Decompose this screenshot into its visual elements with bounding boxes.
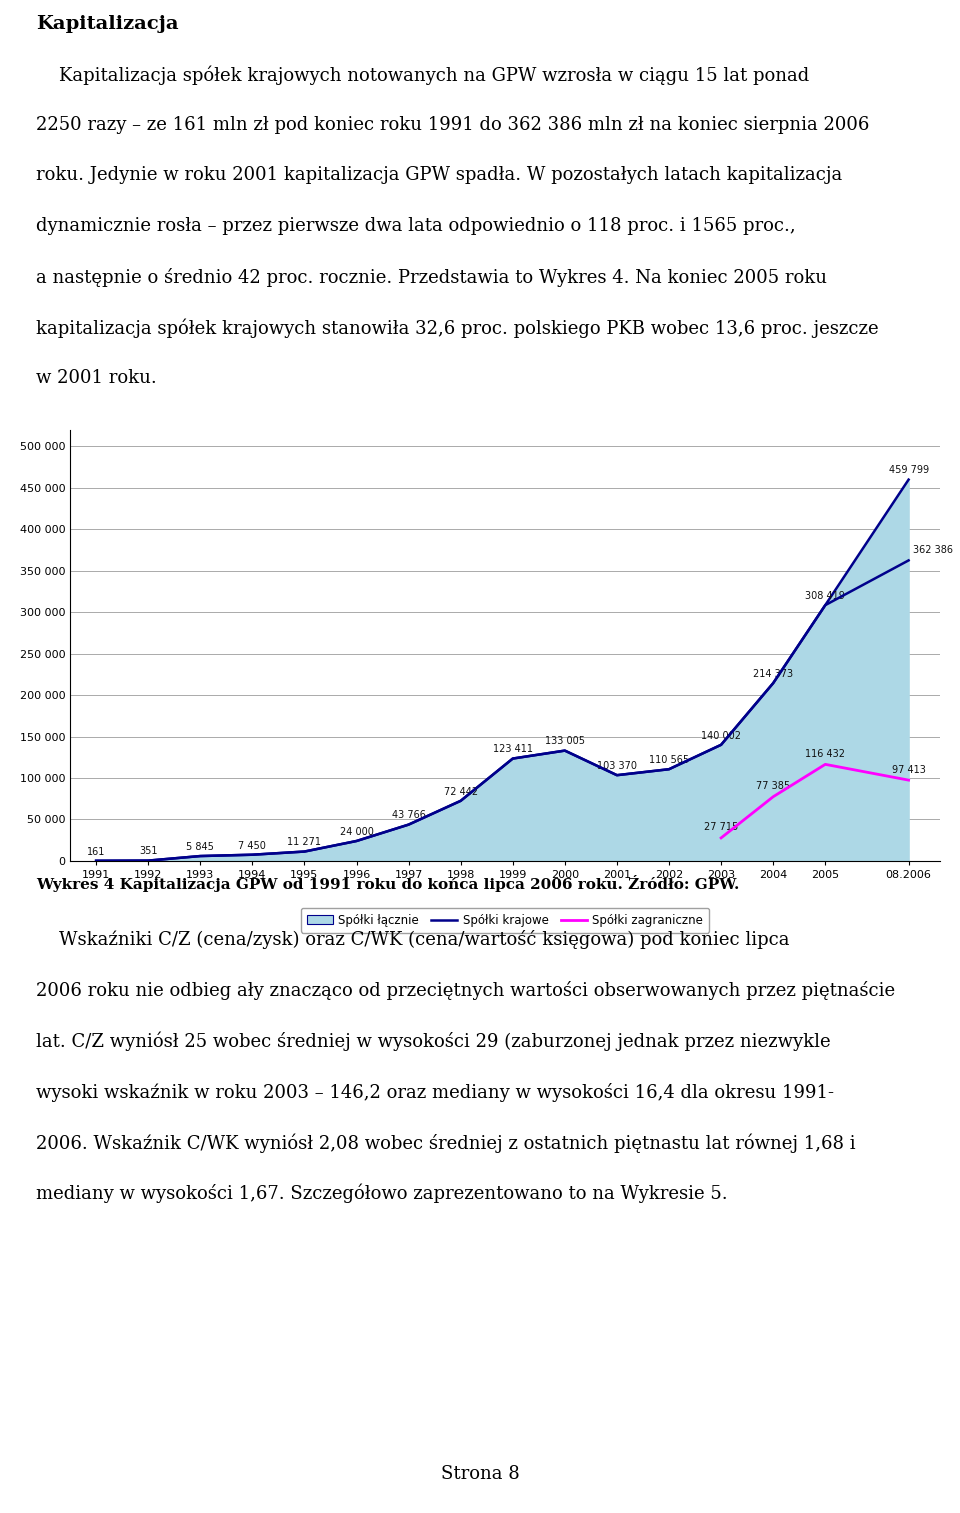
Text: 72 442: 72 442 — [444, 787, 478, 797]
Text: 214 373: 214 373 — [753, 669, 793, 679]
Text: 116 432: 116 432 — [805, 749, 845, 760]
Text: 97 413: 97 413 — [892, 764, 925, 775]
Text: 140 002: 140 002 — [701, 731, 741, 741]
Text: 308 419: 308 419 — [805, 592, 845, 601]
Text: 77 385: 77 385 — [756, 781, 790, 791]
Text: 5 845: 5 845 — [186, 841, 214, 852]
Text: 362 386: 362 386 — [913, 545, 952, 555]
Text: 43 766: 43 766 — [392, 811, 425, 820]
Text: Kapitalizacja spółek krajowych notowanych na GPW wzrosła w ciągu 15 lat ponad: Kapitalizacja spółek krajowych notowanyc… — [36, 65, 809, 85]
Text: 2006 roku nie odbieg ały znacząco od przeciętnych wartości obserwowanych przez p: 2006 roku nie odbieg ały znacząco od prz… — [36, 980, 896, 1000]
Text: 2250 razy – ze 161 mln zł pod koniec roku 1991 do 362 386 mln zł na koniec sierp: 2250 razy – ze 161 mln zł pod koniec rok… — [36, 117, 870, 133]
Text: wysoki wskaźnik w roku 2003 – 146,2 oraz mediany w wysokości 16,4 dla okresu 199: wysoki wskaźnik w roku 2003 – 146,2 oraz… — [36, 1083, 834, 1101]
Text: roku. Jedynie w roku 2001 kapitalizacja GPW spadła. W pozostałych latach kapital: roku. Jedynie w roku 2001 kapitalizacja … — [36, 166, 843, 185]
Text: 161: 161 — [87, 847, 106, 856]
Text: Wskaźniki C/Z (cena/zysk) oraz C/WK (cena/wartość księgowa) pod koniec lipca: Wskaźniki C/Z (cena/zysk) oraz C/WK (cen… — [36, 930, 790, 950]
Text: 27 715: 27 715 — [704, 823, 738, 832]
Text: Wykres 4 Kapitalizacja GPW od 1991 roku do końca lipca 2006 roku. Źródło: GPW.: Wykres 4 Kapitalizacja GPW od 1991 roku … — [36, 875, 740, 891]
Text: 7 450: 7 450 — [238, 841, 266, 850]
Text: 110 565: 110 565 — [649, 755, 689, 766]
Text: 351: 351 — [139, 846, 157, 856]
Text: mediany w wysokości 1,67. Szczegółowo zaprezentowano to na Wykresie 5.: mediany w wysokości 1,67. Szczegółowo za… — [36, 1183, 728, 1203]
Text: Strona 8: Strona 8 — [441, 1465, 519, 1483]
Text: kapitalizacja spółek krajowych stanowiła 32,6 proc. polskiego PKB wobec 13,6 pro: kapitalizacja spółek krajowych stanowiła… — [36, 319, 879, 337]
Text: lat. C/Z wyniósł 25 wobec średniej w wysokości 29 (zaburzonej jednak przez niezw: lat. C/Z wyniósł 25 wobec średniej w wys… — [36, 1032, 831, 1052]
Text: 459 799: 459 799 — [889, 466, 928, 475]
Text: 123 411: 123 411 — [492, 744, 533, 755]
Text: Kapitalizacja: Kapitalizacja — [36, 15, 180, 33]
Legend: Spółki łącznie, Spółki krajowe, Spółki zagraniczne: Spółki łącznie, Spółki krajowe, Spółki z… — [300, 908, 709, 932]
Text: 11 271: 11 271 — [287, 837, 322, 847]
Text: a następnie o średnio 42 proc. rocznie. Przedstawia to Wykres 4. Na koniec 2005 : a następnie o średnio 42 proc. rocznie. … — [36, 268, 828, 287]
Text: 24 000: 24 000 — [340, 826, 373, 837]
Text: 2006. Wskaźnik C/WK wyniósł 2,08 wobec średniej z ostatnich piętnastu lat równej: 2006. Wskaźnik C/WK wyniósł 2,08 wobec ś… — [36, 1133, 856, 1153]
Text: 133 005: 133 005 — [545, 737, 585, 746]
Text: w 2001 roku.: w 2001 roku. — [36, 369, 157, 387]
Text: 103 370: 103 370 — [597, 761, 636, 772]
Text: dynamicznie rosła – przez pierwsze dwa lata odpowiednio o 118 proc. i 1565 proc.: dynamicznie rosła – przez pierwsze dwa l… — [36, 218, 796, 235]
